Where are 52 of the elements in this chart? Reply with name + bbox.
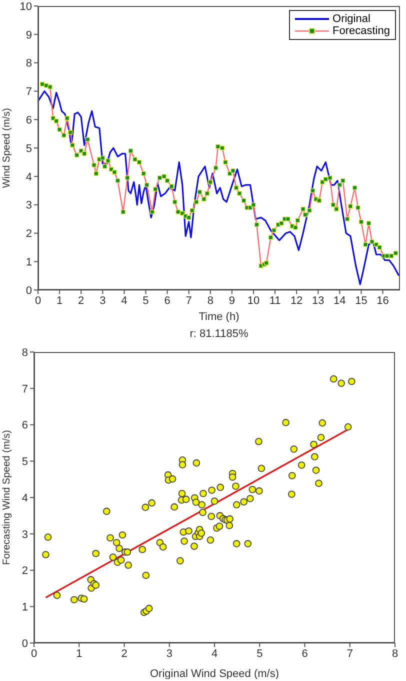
y-tick-label: 9 [26, 29, 32, 42]
y-tick-label: 6 [22, 420, 28, 432]
x-tick-label: 13 [312, 294, 324, 307]
x-tick-label: 11 [269, 294, 281, 307]
y-tick-label: 1 [26, 256, 32, 269]
y-tick-label: 2 [26, 228, 32, 240]
y-tick-label: 6 [26, 114, 32, 127]
y-axis-title: Forecasting Wind Speed (m/s) [2, 430, 13, 566]
y-tick-label: 7 [22, 383, 28, 396]
x-tick-label: 2 [121, 648, 128, 660]
legend-label: Forecasting [332, 25, 390, 37]
y-tick-label: 3 [26, 200, 32, 212]
x-tick-label: 7 [186, 294, 192, 307]
x-tick-label: 7 [346, 648, 353, 660]
y-tick-label: 5 [26, 142, 32, 155]
x-tick-label: 0 [34, 294, 42, 307]
y-tick-label: 0 [22, 638, 28, 650]
x-tick-label: 3 [166, 648, 172, 660]
y-tick-label: 5 [22, 456, 28, 468]
y-tick-label: 1 [22, 602, 28, 614]
y-tick-label: 3 [22, 528, 28, 541]
x-tick-label: 3 [100, 294, 106, 307]
chart-title: r: 81.1185% [188, 328, 250, 340]
x-tick-label: 5 [142, 294, 149, 307]
x-tick-label: 4 [211, 648, 218, 660]
x-axis-title: Original Wind Speed (m/s) [150, 668, 279, 680]
legend-label: Original [332, 13, 370, 25]
x-tick-label: 5 [256, 648, 263, 660]
x-tick-label: 1 [56, 294, 63, 307]
x-tick-label: 10 [247, 294, 260, 307]
x-tick-label: 16 [376, 294, 389, 307]
y-tick-label: 7 [26, 86, 32, 98]
y-tick-label: 4 [26, 171, 32, 184]
x-tick-label: 14 [334, 294, 346, 307]
y-tick-label: 8 [26, 58, 32, 70]
x-tick-label: 15 [355, 294, 368, 307]
y-tick-label: 10 [20, 0, 32, 13]
y-tick-label: 8 [22, 346, 28, 359]
x-tick-label: 6 [302, 648, 308, 660]
x-tick-label: 12 [290, 294, 303, 307]
x-axis-title: Time (h) [198, 311, 240, 323]
y-tick-label: 2 [22, 565, 28, 578]
x-tick-label: 8 [392, 648, 398, 660]
x-tick-label: 8 [207, 294, 214, 307]
y-tick-label: 4 [22, 492, 28, 504]
x-tick-label: 2 [78, 294, 84, 307]
x-tick-label: 9 [228, 294, 235, 307]
y-tick-label: 0 [26, 284, 32, 297]
x-tick-label: 1 [76, 648, 82, 660]
x-tick-label: 4 [121, 294, 128, 307]
y-axis-title: Wind Speed (m/s) [2, 108, 13, 188]
x-tick-label: 6 [164, 294, 170, 307]
